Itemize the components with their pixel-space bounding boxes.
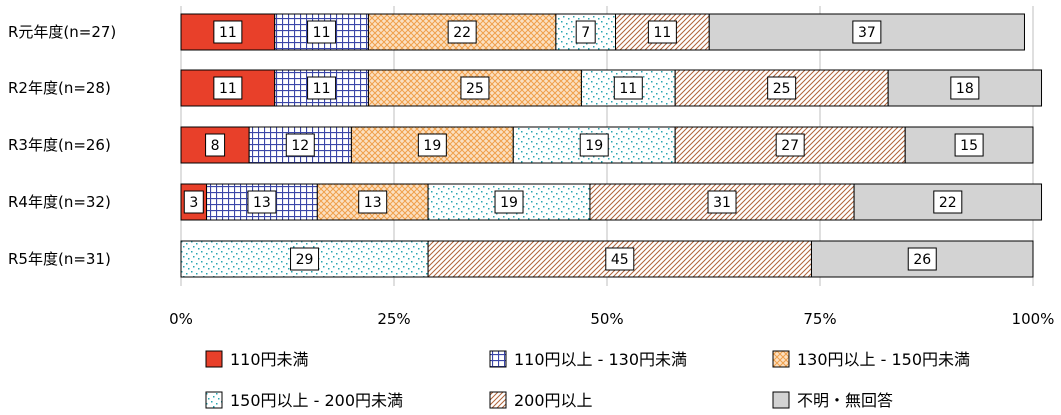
category-label: R4年度(n=32)	[8, 193, 111, 211]
legend-item: 200円以上	[489, 391, 593, 410]
data-label-box	[605, 247, 635, 271]
legend-item: 不明・無回答	[772, 391, 893, 410]
legend-item: 110円以上 - 130円未満	[489, 350, 687, 369]
legend-label: 130円以上 - 150円未満	[797, 350, 970, 369]
data-label: 13	[364, 195, 382, 211]
data-label: 12	[291, 138, 309, 154]
data-label-box	[950, 76, 980, 100]
data-label-box	[447, 20, 477, 44]
legend-swatch	[205, 350, 223, 368]
x-tick-label: 100%	[1012, 310, 1055, 328]
data-label: 8	[211, 138, 220, 154]
data-label: 11	[219, 81, 237, 97]
legend-swatch	[205, 391, 223, 409]
data-label: 13	[253, 195, 271, 211]
data-label: 37	[858, 25, 876, 41]
data-label-box	[307, 76, 337, 100]
category-label: R3年度(n=26)	[8, 136, 111, 154]
category-label: R5年度(n=31)	[8, 250, 111, 268]
data-label-box	[954, 133, 984, 157]
data-label-box	[358, 190, 388, 214]
data-label: 26	[913, 252, 931, 268]
legend-item: 130円以上 - 150円未満	[772, 350, 970, 369]
data-label-box	[205, 133, 226, 157]
x-axis-ticks: 0% 25% 50% 75% 100%	[169, 310, 1054, 328]
data-label: 19	[423, 138, 441, 154]
legend-label: 150円以上 - 200円未満	[230, 391, 403, 410]
data-label: 7	[581, 25, 590, 41]
data-label: 29	[296, 252, 314, 268]
data-label: 11	[619, 81, 637, 97]
x-tick-label: 75%	[803, 310, 836, 328]
data-label: 15	[960, 138, 978, 154]
data-label: 27	[781, 138, 799, 154]
data-label-box	[307, 20, 337, 44]
data-label-box	[213, 76, 243, 100]
data-label-box	[285, 133, 315, 157]
data-label: 11	[653, 25, 671, 41]
legend-label: 不明・無回答	[797, 391, 893, 410]
legend-swatch	[772, 391, 790, 409]
legend-label: 110円以上 - 130円未満	[514, 350, 687, 369]
data-label-box	[417, 133, 447, 157]
x-tick-label: 50%	[590, 310, 623, 328]
data-label-box	[575, 20, 596, 44]
data-label-box	[460, 76, 490, 100]
data-label-box	[907, 247, 937, 271]
legend-item: 150円以上 - 200円未満	[205, 391, 403, 410]
data-label: 22	[939, 195, 957, 211]
data-label: 18	[956, 81, 974, 97]
legend-swatch	[772, 350, 790, 368]
data-label: 3	[189, 195, 198, 211]
data-label: 45	[611, 252, 629, 268]
data-label-box	[579, 133, 609, 157]
data-label: 25	[773, 81, 791, 97]
data-label: 22	[453, 25, 471, 41]
data-label: 19	[585, 138, 603, 154]
data-label-box	[290, 247, 320, 271]
data-label-box	[213, 20, 243, 44]
data-label-box	[707, 190, 737, 214]
legend-label: 200円以上	[514, 391, 593, 410]
category-labels: R元年度(n=27) R2年度(n=28) R3年度(n=26) R4年度(n=32)…	[8, 23, 116, 268]
data-label: 25	[466, 81, 484, 97]
legend-label: 110円未満	[230, 350, 309, 369]
data-label: 11	[219, 25, 237, 41]
data-label-box	[494, 190, 524, 214]
category-label: R2年度(n=28)	[8, 79, 111, 97]
data-label: 19	[500, 195, 518, 211]
x-tick-label: 0%	[169, 310, 193, 328]
data-label: 11	[313, 81, 331, 97]
data-label-box	[852, 20, 882, 44]
data-label-box	[647, 20, 677, 44]
category-label: R元年度(n=27)	[8, 23, 116, 41]
legend-swatch	[489, 350, 507, 368]
bar-segment	[589, 183, 855, 221]
data-label: 31	[713, 195, 731, 211]
x-tick-label: 25%	[377, 310, 410, 328]
data-label-box	[775, 133, 805, 157]
data-label: 11	[313, 25, 331, 41]
legend-swatch	[489, 391, 507, 409]
data-label-box	[247, 190, 277, 214]
data-label-box	[613, 76, 643, 100]
data-label-box	[767, 76, 797, 100]
data-label-box	[183, 190, 204, 214]
legend: 110円未満 110円以上 - 130円未満 130円以上 - 150円未満 150円…	[205, 350, 970, 410]
legend-item: 110円未満	[205, 350, 309, 369]
data-label-box	[933, 190, 963, 214]
